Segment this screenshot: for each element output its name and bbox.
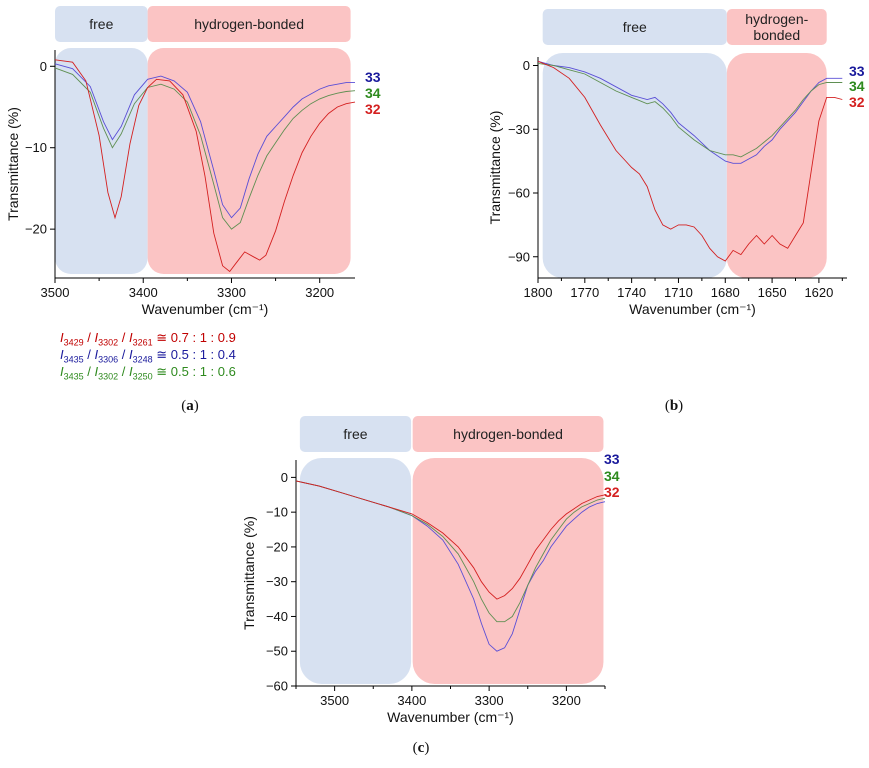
chart-c-y-tick-label: −10: [266, 505, 288, 520]
chart-b-y-tick-label: 0: [523, 58, 530, 73]
chart-c-x-tick-label: 3300: [475, 693, 504, 708]
chart-c-y-tick-label: 0: [281, 470, 288, 485]
chart-c-y-tick-label: −20: [266, 539, 288, 554]
panel-label-b: (b): [665, 398, 683, 414]
chart-b-legend-34: 34: [849, 78, 865, 94]
intensity-ratio-33: I3435 / I3306 / I3248 ≅ 0.5 : 1 : 0.4: [60, 347, 236, 365]
chart-c-x-axis-label: Wavenumber (cm⁻¹): [387, 709, 514, 725]
chart-a-region-label-hbond: hydrogen-bonded: [194, 16, 304, 32]
chart-b-legend-33: 33: [849, 63, 865, 79]
chart-b-region-band-free: [542, 9, 727, 45]
chart-a-region-band-free: [55, 6, 148, 42]
chart-b-region-label-hbond-0: hydrogen-: [745, 11, 808, 27]
chart-a-x-tick-label: 3200: [305, 285, 334, 300]
chart-b-x-tick-label: 1680: [711, 285, 740, 300]
chart-a-series-32-line: [54, 59, 356, 273]
chart-c-x-tick-label: 3500: [320, 693, 349, 708]
panel-label-a: (a): [181, 398, 199, 414]
chart-b-region-area-hbond: [726, 53, 827, 278]
chart-b-y-axis-label: Transmittance (%): [487, 111, 503, 225]
chart-c-y-axis-label: Transmittance (%): [241, 516, 257, 630]
chart-c-x-tick-label: 3200: [552, 693, 581, 708]
chart-b-region-label-hbond-1: bonded: [753, 27, 800, 43]
chart-b-legend-32: 32: [849, 94, 865, 110]
chart-b-x-tick-label: 1710: [664, 285, 693, 300]
chart-b-y-tick-label: −90: [508, 249, 530, 264]
chart-b-region-area-free: [542, 53, 727, 278]
chart-b-y-tick-label: −30: [508, 122, 530, 137]
chart-b-region-label-free: free: [623, 19, 647, 35]
chart-b-x-axis-label: Wavenumber (cm⁻¹): [629, 301, 756, 317]
chart-c-y-tick-label: −40: [266, 609, 288, 624]
chart-c-region-label-hbond: hydrogen-bonded: [453, 426, 563, 442]
chart-a-region-area-free: [55, 48, 148, 274]
chart-c-legend-33: 33: [604, 451, 620, 467]
chart-a-x-tick-label: 3400: [129, 285, 158, 300]
chart-c-series-34-line: [295, 480, 606, 623]
chart-c-region-label-free: free: [343, 426, 367, 442]
chart-a-y-axis-label: Transmittance (%): [5, 107, 21, 221]
intensity-ratio-34: I3435 / I3302 / I3250 ≅ 0.5 : 1 : 0.6: [60, 364, 236, 382]
chart-a-y-tick-label: −10: [25, 140, 47, 155]
chart-c-y-tick-label: −60: [266, 679, 288, 694]
chart-c-region-band-hbond: [412, 416, 604, 452]
chart-a-x-axis-label: Wavenumber (cm⁻¹): [142, 301, 269, 317]
chart-c-y-tick-label: −30: [266, 574, 288, 589]
panel-label-c: (c): [413, 740, 430, 756]
chart-b-series-34-line: [537, 62, 843, 158]
chart-c-region-band-free: [299, 416, 412, 452]
chart-b-x-tick-label: 1800: [524, 285, 553, 300]
chart-b-x-tick-label: 1770: [570, 285, 599, 300]
chart-a-series-34-line: [54, 67, 356, 230]
chart-b-series-33-line: [537, 60, 843, 164]
chart-b-y-tick-label: −60: [508, 186, 530, 201]
chart-a-legend-32: 32: [365, 101, 381, 117]
chart-b-series-32-line: [537, 60, 843, 262]
chart-a-region-band-hbond: [147, 6, 351, 42]
chart-a-y-tick-label: −20: [25, 222, 47, 237]
chart-c-y-tick-label: −50: [266, 644, 288, 659]
chart-a-region-area-hbond: [147, 48, 351, 274]
chart-a-region-label-free: free: [89, 16, 113, 32]
chart-a-y-tick-label: 0: [40, 59, 47, 74]
chart-c-series-32-line: [295, 480, 606, 600]
chart-a-series-33-line: [54, 63, 355, 219]
chart-a-x-tick-label: 3300: [217, 285, 246, 300]
chart-c-legend-34: 34: [604, 468, 620, 484]
chart-b-x-tick-label: 1650: [758, 285, 787, 300]
chart-a-x-tick-label: 3500: [41, 285, 70, 300]
chart-a-legend-34: 34: [365, 85, 381, 101]
chart-b-region-band-hbond: [726, 9, 827, 45]
chart-a-legend-33: 33: [365, 69, 381, 85]
intensity-ratio-32: I3429 / I3302 / I3261 ≅ 0.7 : 1 : 0.9: [60, 330, 236, 348]
chart-b-x-tick-label: 1620: [804, 285, 833, 300]
chart-c-region-area-hbond: [412, 458, 604, 684]
chart-c-legend-32: 32: [604, 484, 620, 500]
chart-b-x-tick-label: 1740: [617, 285, 646, 300]
chart-c-region-area-free: [299, 458, 412, 684]
chart-c-x-tick-label: 3400: [397, 693, 426, 708]
